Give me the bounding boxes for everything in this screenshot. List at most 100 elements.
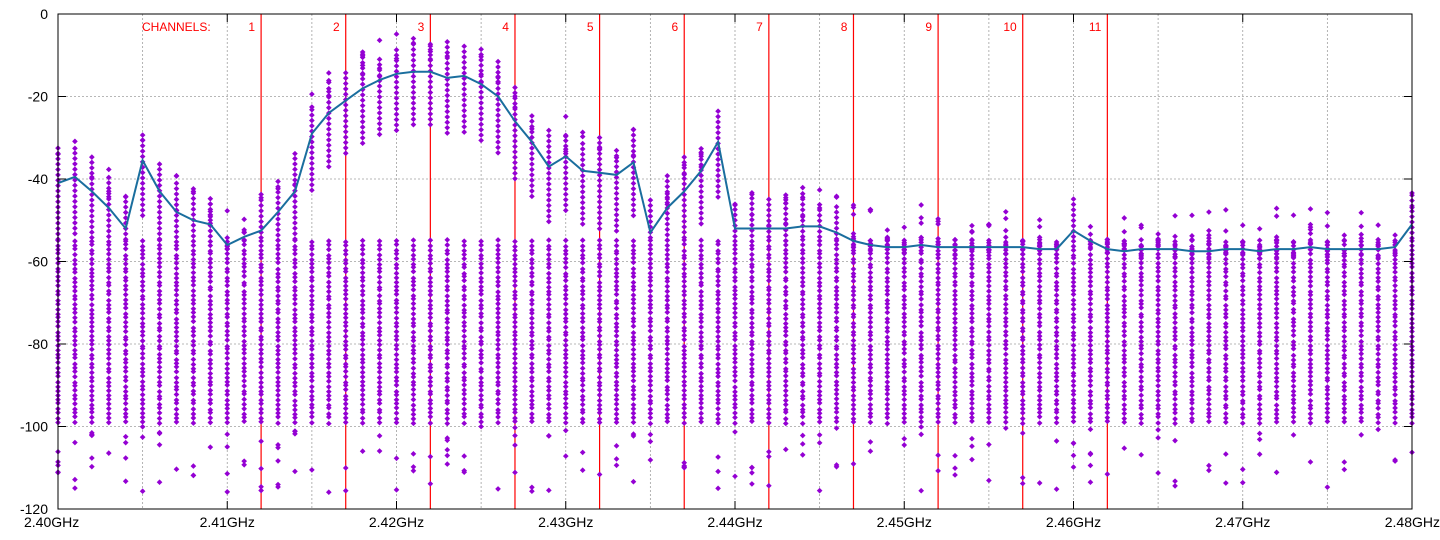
scatter-point — [596, 215, 603, 221]
scatter-point — [139, 132, 146, 138]
scatter-point — [579, 172, 586, 179]
scatter-point — [664, 341, 671, 347]
scatter-point — [799, 420, 806, 427]
scatter-point — [478, 255, 484, 262]
scatter-point — [292, 236, 298, 242]
scatter-point — [89, 154, 95, 160]
scatter-point — [545, 202, 552, 209]
scatter-point — [156, 264, 163, 270]
scatter-point — [495, 346, 501, 352]
scatter-point — [461, 86, 468, 93]
scatter-point — [495, 259, 501, 266]
scatter-point — [393, 315, 400, 322]
scatter-point — [342, 134, 349, 140]
scatter-point — [444, 39, 451, 45]
scatter-point — [139, 324, 146, 330]
scatter-point — [89, 266, 95, 273]
scatter-point — [833, 395, 840, 402]
scatter-point — [325, 265, 332, 271]
scatter-point — [173, 397, 180, 403]
scatter-point — [376, 131, 383, 138]
scatter-point — [309, 377, 315, 384]
scatter-point — [698, 346, 704, 352]
scatter-point — [258, 400, 264, 407]
scatter-point — [1324, 282, 1331, 288]
scatter-point — [579, 189, 586, 195]
scatter-point — [833, 327, 840, 334]
scatter-point — [224, 288, 231, 295]
scatter-point — [969, 400, 975, 407]
scatter-point — [1002, 278, 1009, 284]
scatter-point — [105, 351, 112, 357]
channel-label-7: 7 — [756, 20, 763, 34]
scatter-point — [275, 194, 281, 201]
scatter-point — [72, 214, 78, 221]
scatter-point — [224, 382, 231, 388]
scatter-point — [562, 383, 569, 390]
scatter-point — [173, 350, 180, 357]
scatter-point — [105, 415, 112, 421]
scatter-point — [1036, 223, 1043, 230]
scatter-point — [72, 354, 78, 361]
scatter-point — [596, 209, 603, 216]
scatter-point — [664, 351, 671, 357]
scatter-point — [105, 324, 112, 331]
scatter-point — [309, 409, 315, 416]
scatter-point — [529, 273, 535, 280]
scatter-point — [512, 165, 518, 171]
scatter-point — [190, 195, 197, 202]
scatter-point — [749, 256, 755, 263]
scatter-point — [275, 356, 281, 363]
scatter-point — [1138, 236, 1145, 243]
scatter-point — [1070, 201, 1077, 208]
scatter-point — [122, 400, 129, 407]
scatter-point — [664, 309, 671, 316]
scatter-point — [935, 355, 941, 362]
scatter-point — [867, 319, 874, 326]
scatter-point — [122, 245, 129, 252]
scatter-point — [241, 282, 248, 288]
scatter-point — [156, 166, 163, 173]
scatter-point — [139, 273, 146, 280]
scatter-point — [122, 268, 129, 275]
scatter-point — [224, 415, 231, 421]
scatter-point — [275, 379, 281, 385]
scatter-point — [969, 318, 975, 325]
scatter-point — [1273, 469, 1280, 476]
scatter-point — [1222, 288, 1229, 294]
scatter-point — [122, 414, 129, 420]
scatter-point — [1138, 368, 1145, 375]
scatter-point — [1358, 373, 1365, 379]
scatter-point — [292, 379, 298, 386]
scatter-point — [1358, 300, 1365, 307]
scatter-point — [816, 327, 823, 334]
scatter-point — [393, 487, 400, 493]
scatter-point — [782, 205, 789, 212]
scatter-point — [1206, 467, 1212, 474]
scatter-point — [1206, 273, 1212, 280]
scatter-point — [309, 123, 315, 129]
scatter-point — [749, 418, 755, 425]
scatter-point — [156, 415, 163, 422]
scatter-point — [1290, 345, 1297, 352]
scatter-point — [292, 383, 298, 389]
scatter-point — [681, 213, 688, 219]
scatter-point — [596, 360, 603, 367]
scatter-point — [1104, 374, 1111, 381]
scatter-point — [173, 239, 180, 245]
scatter-point — [715, 124, 721, 131]
scatter-point — [342, 139, 349, 146]
scatter-point — [207, 415, 214, 421]
scatter-point — [72, 155, 78, 162]
scatter-point — [545, 328, 552, 335]
scatter-point — [579, 382, 586, 389]
scatter-point — [89, 250, 95, 257]
scatter-point — [207, 328, 214, 334]
scatter-point — [1002, 387, 1009, 394]
scatter-point — [613, 333, 620, 339]
scatter-point — [1256, 420, 1263, 427]
scatter-point — [410, 116, 417, 123]
scatter-point — [1002, 310, 1009, 316]
scatter-point — [545, 191, 552, 198]
scatter-point — [681, 405, 688, 412]
